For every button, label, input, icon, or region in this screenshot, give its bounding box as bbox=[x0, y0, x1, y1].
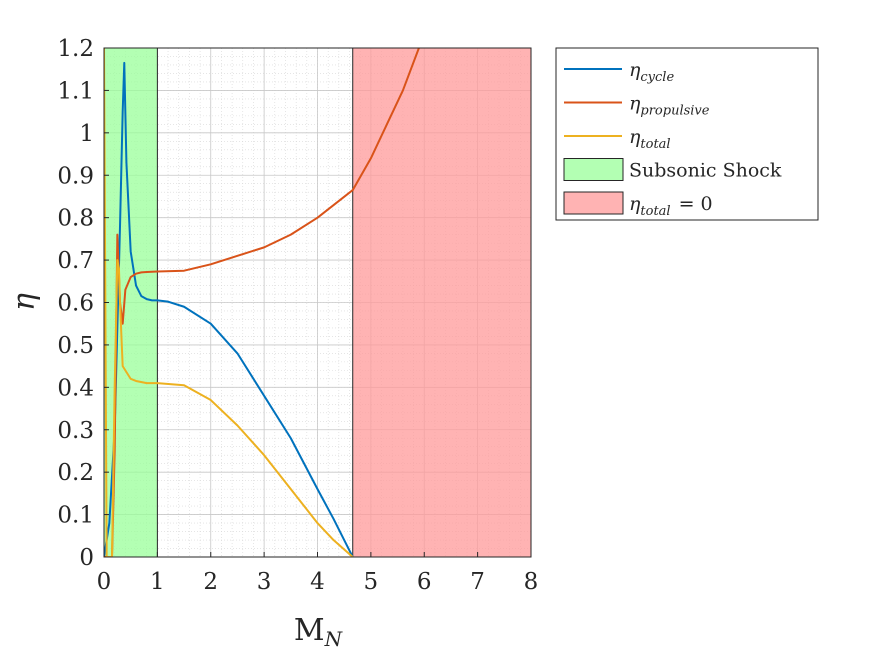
legend-label: ηpropulsive bbox=[629, 93, 710, 119]
x-tick-labels: 0 1 2 3 4 5 6 7 8 bbox=[97, 552, 539, 595]
region--total-0 bbox=[352, 47, 532, 558]
legend-label: ηcycle bbox=[629, 59, 674, 85]
x-tick-label: 5 bbox=[364, 569, 379, 595]
y-axis-label: η bbox=[7, 293, 42, 311]
legend-symbol: η bbox=[629, 193, 641, 215]
y-tick-label: 0.4 bbox=[57, 375, 94, 401]
legend-symbol: η bbox=[629, 93, 641, 115]
y-tick-labels: 0 0.1 0.2 0.3 0.4 0.5 0.6 0.7 0.8 0.9 1 1.1 1.2 bbox=[57, 36, 109, 571]
x-tick-label: 8 bbox=[524, 569, 539, 595]
y-tick-label: 0.1 bbox=[57, 503, 94, 529]
legend-label: Subsonic Shock bbox=[629, 160, 782, 182]
legend-subscript: total bbox=[640, 137, 670, 152]
x-axis-label-main: M bbox=[294, 613, 325, 648]
x-tick-label: 4 bbox=[310, 569, 325, 595]
x-axis-label: MN bbox=[294, 613, 344, 651]
legend-symbol: η bbox=[629, 126, 641, 148]
legend-patch-4 bbox=[563, 191, 624, 215]
x-tick-label: 2 bbox=[203, 569, 218, 595]
x-tick-label: 1 bbox=[150, 569, 165, 595]
y-tick-label: 1 bbox=[79, 121, 94, 147]
y-tick-label: 0.2 bbox=[57, 460, 94, 486]
y-tick-label: 0.6 bbox=[57, 291, 94, 317]
x-tick-label: 7 bbox=[470, 569, 485, 595]
legend-box bbox=[555, 47, 819, 221]
legend-symbol: η bbox=[629, 59, 641, 81]
y-tick-label: 0.9 bbox=[57, 163, 94, 189]
data-series bbox=[104, 48, 420, 557]
series-line-cycle bbox=[104, 61, 354, 557]
legend-subscript: propulsive bbox=[640, 104, 709, 119]
x-tick-label: 6 bbox=[417, 569, 432, 595]
x-tick-label: 0 bbox=[97, 569, 112, 595]
legend-subscript: total bbox=[640, 204, 670, 219]
y-tick-label: 0.5 bbox=[57, 333, 94, 359]
y-tick-label: 1.1 bbox=[57, 78, 94, 104]
y-tick-label: 0 bbox=[79, 545, 94, 571]
series-line-total bbox=[104, 48, 354, 557]
y-tick-label: 1.2 bbox=[57, 36, 94, 62]
legend-suffix: = 0 bbox=[679, 193, 713, 215]
y-tick-label: 0.3 bbox=[57, 418, 94, 444]
legend-label: ηtotal = 0 bbox=[629, 193, 713, 219]
y-tick-label: 0.7 bbox=[57, 248, 94, 274]
legend-subscript: cycle bbox=[640, 70, 674, 85]
x-axis-label-sub: N bbox=[324, 627, 344, 651]
legend-patch-3 bbox=[563, 158, 624, 181]
legend-label: ηtotal bbox=[629, 126, 671, 152]
x-tick-label: 3 bbox=[257, 569, 272, 595]
y-tick-label: 0.8 bbox=[57, 206, 94, 232]
